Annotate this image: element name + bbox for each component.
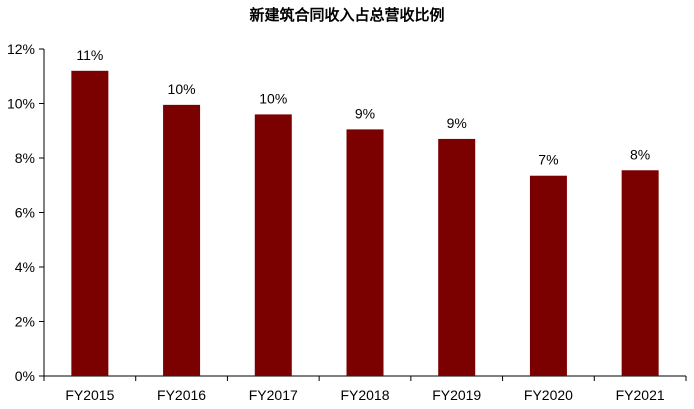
bar-fy2018 (346, 129, 384, 376)
y-tick-label: 10% (7, 96, 35, 112)
y-tick-label: 6% (15, 205, 35, 221)
chart-title: 新建筑合同收入占总营收比例 (249, 6, 444, 24)
x-tick-label: FY2016 (157, 387, 206, 403)
x-tick-label: FY2019 (432, 387, 481, 403)
x-tick-label: FY2021 (616, 387, 665, 403)
data-label: 10% (168, 81, 196, 97)
bar-fy2015 (71, 70, 109, 377)
y-tick-label: 8% (15, 150, 35, 166)
x-tick-label: FY2020 (524, 387, 573, 403)
data-label: 9% (355, 105, 375, 121)
data-label: 7% (538, 152, 558, 168)
data-labels: 11% 10% 10% 9% 9% 7% 8% (76, 47, 650, 168)
y-tick-label: 4% (15, 259, 35, 275)
bar-fy2019 (438, 138, 476, 376)
bar-fy2020 (529, 175, 567, 376)
y-tick-label: 0% (15, 368, 35, 384)
data-label: 9% (447, 115, 467, 131)
y-tick-label: 12% (7, 41, 35, 57)
data-label: 10% (259, 90, 287, 106)
y-tick-label: 2% (15, 314, 35, 330)
bar-fy2017 (254, 114, 292, 377)
x-axis: FY2015 FY2016 FY2017 FY2018 FY2019 FY2020 FY20… (43, 375, 687, 403)
x-tick-label: FY2015 (65, 387, 114, 403)
bar-fy2021 (621, 170, 659, 376)
y-axis: 0% 2% 4% 6% 8% 10% 12% (7, 41, 45, 384)
x-tick-label: FY2018 (340, 387, 389, 403)
bars (71, 70, 659, 377)
x-tick-label: FY2017 (249, 387, 298, 403)
bar-fy2016 (163, 104, 201, 377)
data-label: 11% (76, 47, 103, 63)
data-label: 8% (630, 146, 650, 162)
